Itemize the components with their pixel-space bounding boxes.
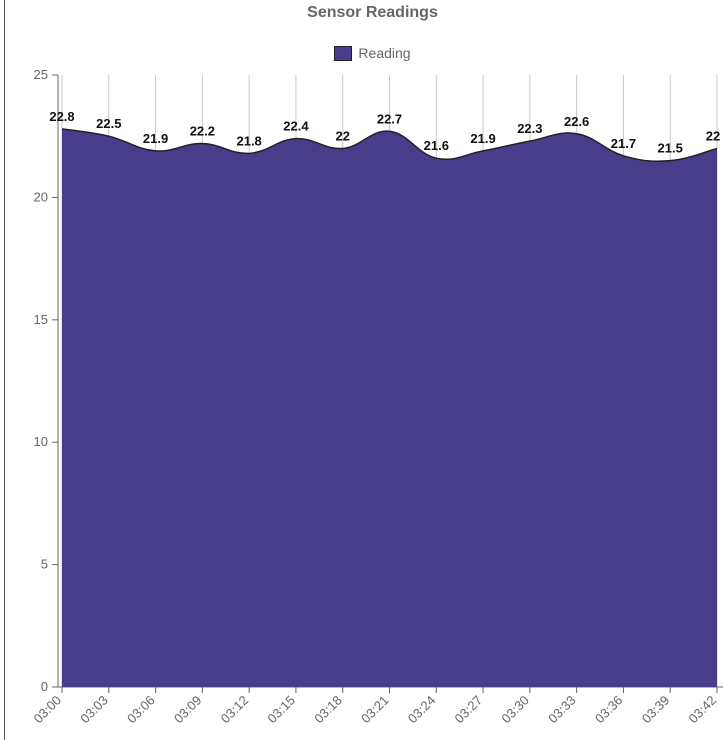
y-tick-label: 15 — [34, 312, 48, 327]
data-label: 21.8 — [236, 133, 261, 148]
data-label: 21.5 — [658, 141, 683, 156]
y-tick-label: 10 — [34, 434, 48, 449]
x-tick-label: 03:18 — [311, 693, 345, 727]
frame-border — [4, 0, 5, 740]
x-tick-label: 03:36 — [592, 693, 626, 727]
y-tick-label: 0 — [41, 679, 48, 694]
x-tick-label: 03:06 — [124, 693, 158, 727]
data-label: 22.4 — [283, 119, 309, 134]
data-label: 22.6 — [564, 114, 589, 129]
data-label: 22.3 — [517, 121, 542, 136]
x-tick-label: 03:24 — [405, 693, 439, 727]
data-label: 22.2 — [190, 124, 215, 139]
x-tick-label: 03:09 — [171, 693, 205, 727]
x-tick-label: 03:00 — [31, 693, 65, 727]
legend-swatch — [334, 45, 353, 61]
y-tick-label: 25 — [34, 67, 48, 82]
data-label: 21.9 — [143, 131, 168, 146]
chart-title: Sensor Readings — [307, 4, 438, 21]
x-tick-label: 03:21 — [358, 693, 392, 727]
series-line — [61, 128, 718, 163]
data-label: 22.7 — [377, 111, 402, 126]
x-tick-label: 03:27 — [452, 693, 486, 727]
data-label: 21.7 — [611, 136, 636, 151]
x-tick-label: 03:03 — [77, 693, 111, 727]
data-label: 22 — [706, 128, 720, 143]
y-tick-label: 5 — [41, 557, 48, 572]
series-area — [62, 128, 717, 687]
data-label: 22.5 — [96, 116, 121, 131]
data-label: 22 — [335, 128, 349, 143]
data-label: 21.6 — [424, 138, 449, 153]
data-label: 21.9 — [470, 131, 495, 146]
x-tick-label: 03:42 — [686, 693, 720, 727]
legend[interactable]: Reading — [0, 45, 723, 61]
y-tick-label: 20 — [34, 189, 48, 204]
x-tick-label: 03:30 — [498, 693, 532, 727]
data-label: 22.8 — [49, 109, 74, 124]
x-tick-label: 03:15 — [264, 693, 298, 727]
x-tick-label: 03:33 — [545, 693, 579, 727]
x-tick-label: 03:39 — [639, 693, 673, 727]
x-tick-label: 03:12 — [218, 693, 252, 727]
legend-label: Reading — [358, 45, 411, 61]
